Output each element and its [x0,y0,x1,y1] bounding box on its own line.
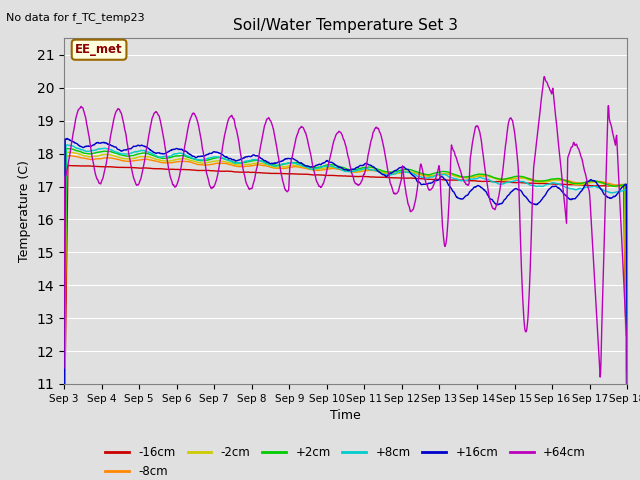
Legend: -16cm, -8cm, -2cm, +2cm, +8cm, +16cm, +64cm: -16cm, -8cm, -2cm, +2cm, +8cm, +16cm, +6… [100,442,591,480]
Y-axis label: Temperature (C): Temperature (C) [18,160,31,262]
Title: Soil/Water Temperature Set 3: Soil/Water Temperature Set 3 [233,18,458,33]
Text: EE_met: EE_met [76,43,123,56]
X-axis label: Time: Time [330,409,361,422]
Text: No data for f_TC_temp23: No data for f_TC_temp23 [6,12,145,23]
